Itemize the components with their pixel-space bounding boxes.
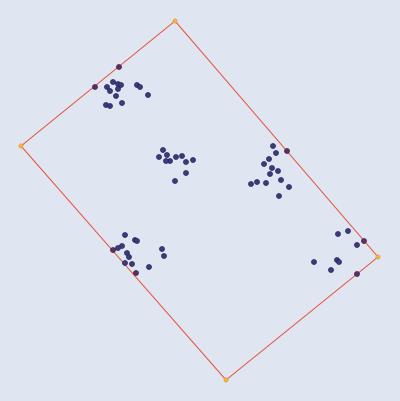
scatter-point <box>146 264 152 270</box>
scatter-point <box>311 259 317 265</box>
scatter-point <box>134 238 140 244</box>
scatter-point <box>163 158 169 164</box>
scatter-point <box>263 180 269 186</box>
hull-edge-point <box>354 271 360 277</box>
scatter-point <box>173 154 179 160</box>
scatter-point <box>118 82 124 88</box>
hull-edge-point <box>92 84 98 90</box>
scatter-point <box>254 179 260 185</box>
scatter-point <box>145 92 151 98</box>
scatter-point <box>179 153 185 159</box>
scatter-point <box>328 267 334 273</box>
scatter-point <box>172 178 178 184</box>
scatter-point <box>183 170 189 176</box>
scatter-point <box>278 177 284 183</box>
scatter-point <box>286 184 292 190</box>
scatter-point <box>335 231 341 237</box>
scatter-point <box>104 84 110 90</box>
hull-vertex <box>18 143 24 149</box>
hull-edge <box>20 20 176 147</box>
hull-outline-group <box>20 20 379 381</box>
hull-edge-point <box>133 270 139 276</box>
scatter-point <box>345 228 351 234</box>
hull-vertices-group <box>18 18 381 383</box>
scatter-point <box>159 246 165 252</box>
scatter-point <box>110 79 116 85</box>
scatter-point <box>275 168 281 174</box>
scatter-point <box>261 161 267 167</box>
scatter-point <box>122 260 128 266</box>
scatter-point <box>336 259 342 265</box>
scatter-point <box>156 154 162 160</box>
scatter-point <box>270 143 276 149</box>
scatter-point <box>115 245 121 251</box>
scatter-point <box>122 232 128 238</box>
hull-edge-point <box>284 148 290 154</box>
scatter-point <box>107 88 113 94</box>
scatter-point <box>267 171 273 177</box>
scatter-point <box>183 159 189 165</box>
scatter-point <box>266 156 272 162</box>
scatter-point <box>107 103 113 109</box>
scatter-point <box>137 84 143 90</box>
scatter-point <box>269 165 275 171</box>
scatter-point <box>119 100 125 106</box>
scatter-points-group <box>92 64 367 277</box>
hull-edge-point <box>361 238 367 244</box>
scatter-point <box>276 193 282 199</box>
scatter-point <box>354 242 360 248</box>
scatter-point <box>164 152 170 158</box>
scatter-point <box>160 147 166 153</box>
scatter-point <box>273 150 279 156</box>
scatter-point <box>190 157 196 163</box>
scatter-point <box>113 93 119 99</box>
scatter-point <box>161 253 167 259</box>
hull-vertex <box>223 377 229 383</box>
hull-vertex <box>172 18 178 24</box>
hull-edge <box>174 20 379 258</box>
hull-edge <box>225 256 379 381</box>
hull-edge-point <box>116 64 122 70</box>
hull-vertex <box>375 254 381 260</box>
hull-edge-point <box>110 247 116 253</box>
scatter-point <box>248 181 254 187</box>
scatter-point <box>129 261 135 267</box>
scatter-point <box>126 254 132 260</box>
scatter-point <box>115 86 121 92</box>
